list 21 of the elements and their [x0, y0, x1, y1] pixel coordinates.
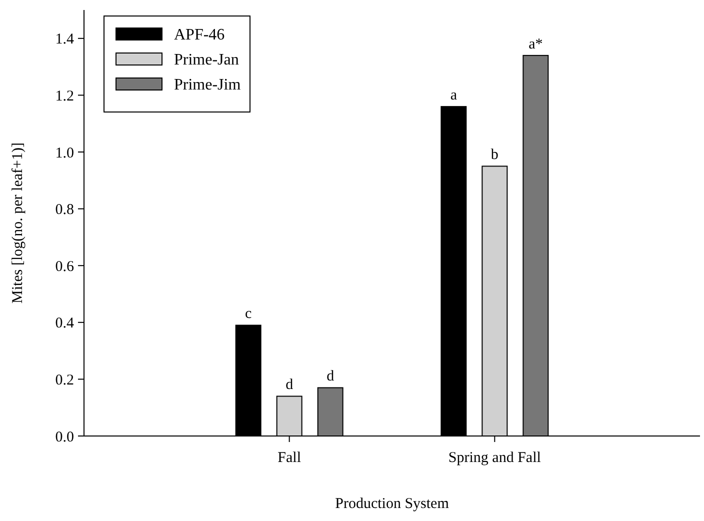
y-tick-label: 1.2 [55, 88, 74, 104]
data-label: c [244, 306, 252, 322]
y-tick-label: 0.2 [55, 372, 74, 388]
legend-label: Prime-Jan [174, 52, 239, 69]
data-label: d [286, 377, 294, 394]
y-tick-label: 0.0 [55, 429, 74, 446]
x-tick-label: Fall [278, 450, 302, 466]
y-tick-label: 1.4 [55, 32, 74, 48]
y-tick-label: 0.4 [55, 316, 74, 332]
data-label: b [490, 147, 498, 164]
y-tick-label: 0.6 [55, 258, 74, 275]
x-tick-label: Spring and Fall [448, 450, 541, 466]
legend-label: Prime-Jim [174, 76, 242, 94]
y-axis-title: Mites [log(no. per leaf+1)] [10, 142, 26, 304]
data-label: d [326, 368, 335, 385]
legend-label: APF-46 [174, 26, 225, 44]
y-tick-label: 0.8 [55, 202, 74, 218]
data-label: a [450, 88, 458, 104]
x-axis-title: Production System [335, 496, 450, 512]
data-label: a* [528, 36, 543, 52]
y-tick-label: 1.0 [55, 145, 74, 162]
